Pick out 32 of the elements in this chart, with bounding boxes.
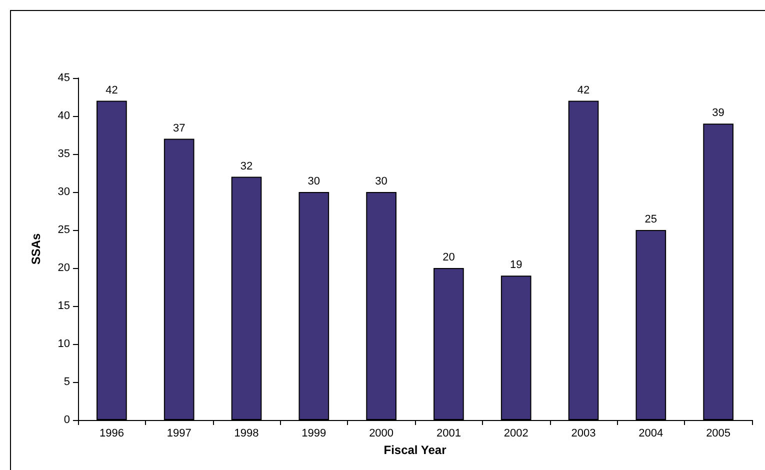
x-tick-label: 2002	[504, 428, 528, 440]
x-tick-label: 2001	[436, 428, 461, 440]
y-tick-label: 10	[58, 338, 70, 350]
data-label: 19	[510, 259, 522, 272]
y-tick-label: 35	[58, 148, 70, 160]
x-tick-label: 2003	[571, 428, 596, 440]
data-label: 20	[442, 252, 455, 264]
data-label: 30	[375, 176, 388, 188]
y-tick-label: 40	[58, 110, 70, 122]
x-tick-label: 1998	[234, 428, 259, 440]
data-label: 37	[172, 122, 186, 134]
x-tick-label: 2005	[706, 428, 731, 440]
x-tick-label: 1999	[302, 428, 326, 440]
y-tick-label: 30	[58, 186, 70, 198]
x-axis-title: Fiscal Year	[384, 442, 447, 457]
y-axis-title: SSAs	[29, 233, 43, 265]
x-tick-label: 2004	[638, 428, 664, 440]
data-label: 32	[240, 160, 253, 172]
x-tick-label: 1997	[166, 428, 192, 440]
data-label: 42	[106, 84, 118, 96]
data-label: 30	[308, 176, 320, 188]
data-label: 25	[644, 214, 658, 226]
y-tick-label: 0	[64, 414, 70, 426]
y-tick-label: 15	[58, 300, 70, 312]
y-tick-label: 45	[58, 72, 70, 84]
y-tick-label: 20	[58, 262, 70, 274]
data-label: 39	[712, 107, 724, 120]
y-tick-label: 5	[64, 376, 70, 388]
x-tick-label: 2000	[369, 428, 394, 440]
y-tick-label: 25	[58, 224, 70, 236]
x-tick-label: 1996	[99, 428, 124, 440]
data-label: 42	[577, 84, 590, 96]
